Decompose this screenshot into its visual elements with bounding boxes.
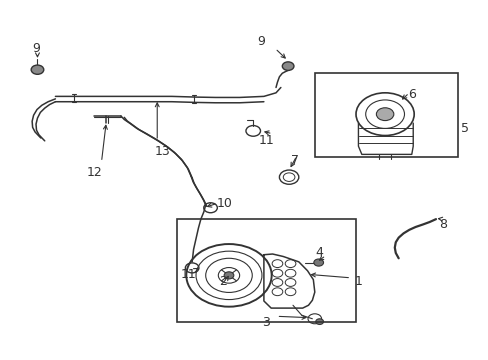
Text: 1: 1	[354, 275, 362, 288]
Text: 7: 7	[291, 154, 299, 167]
Text: 4: 4	[315, 247, 323, 260]
Text: 5: 5	[460, 122, 468, 135]
Bar	[314, 73, 457, 157]
Text: 8: 8	[438, 218, 447, 231]
Text: 11: 11	[181, 268, 196, 281]
Text: 10: 10	[217, 197, 233, 210]
Circle shape	[315, 319, 323, 324]
Text: 12: 12	[86, 166, 102, 179]
Text: 13: 13	[154, 145, 170, 158]
Circle shape	[31, 65, 44, 74]
Text: 2: 2	[218, 275, 226, 288]
Text: 6: 6	[407, 88, 415, 101]
Circle shape	[376, 108, 393, 121]
Text: 9: 9	[257, 35, 265, 48]
Circle shape	[282, 62, 293, 71]
Circle shape	[313, 259, 323, 266]
Text: 11: 11	[258, 134, 274, 147]
Text: 9: 9	[32, 42, 40, 55]
Bar	[176, 219, 355, 322]
Circle shape	[224, 272, 233, 279]
Text: 3: 3	[262, 316, 270, 329]
